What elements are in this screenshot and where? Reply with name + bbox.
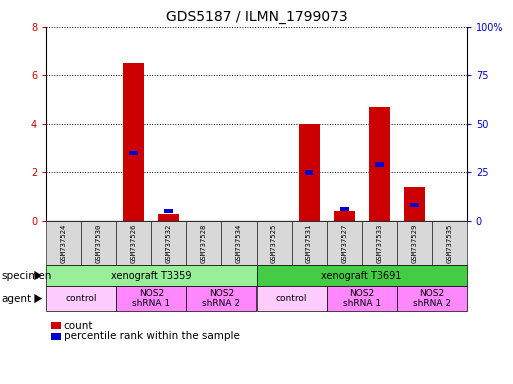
Bar: [340, 207, 348, 211]
Bar: [159, 214, 180, 221]
Bar: [123, 63, 144, 221]
Text: GSM737526: GSM737526: [131, 223, 137, 263]
Text: GSM737535: GSM737535: [446, 223, 452, 263]
Text: NOS2
shRNA 2: NOS2 shRNA 2: [413, 289, 451, 308]
Bar: [165, 209, 173, 213]
Text: agent: agent: [2, 293, 32, 304]
Text: GSM737530: GSM737530: [96, 223, 102, 263]
Text: GSM737532: GSM737532: [166, 223, 172, 263]
Bar: [333, 211, 354, 221]
Text: specimen: specimen: [2, 270, 52, 281]
Bar: [299, 124, 320, 221]
Bar: [375, 162, 384, 167]
Text: GSM737527: GSM737527: [341, 223, 347, 263]
Bar: [410, 203, 419, 207]
Text: count: count: [64, 321, 93, 331]
Bar: [129, 151, 138, 155]
Text: GSM737529: GSM737529: [411, 223, 417, 263]
Text: NOS2
shRNA 1: NOS2 shRNA 1: [132, 289, 170, 308]
Text: NOS2
shRNA 1: NOS2 shRNA 1: [343, 289, 381, 308]
Text: xenograft T3359: xenograft T3359: [111, 270, 191, 281]
Text: control: control: [66, 294, 97, 303]
Text: GSM737525: GSM737525: [271, 223, 277, 263]
Text: control: control: [276, 294, 307, 303]
Text: GSM737531: GSM737531: [306, 223, 312, 263]
Text: GSM737528: GSM737528: [201, 223, 207, 263]
Text: GSM737533: GSM737533: [376, 223, 382, 263]
Bar: [305, 170, 313, 174]
Text: NOS2
shRNA 2: NOS2 shRNA 2: [203, 289, 241, 308]
Text: GSM737524: GSM737524: [61, 223, 67, 263]
Text: xenograft T3691: xenograft T3691: [322, 270, 402, 281]
Text: percentile rank within the sample: percentile rank within the sample: [64, 331, 240, 341]
Bar: [369, 107, 390, 221]
Text: GDS5187 / ILMN_1799073: GDS5187 / ILMN_1799073: [166, 10, 347, 23]
Text: GSM737534: GSM737534: [236, 223, 242, 263]
Bar: [404, 187, 425, 221]
